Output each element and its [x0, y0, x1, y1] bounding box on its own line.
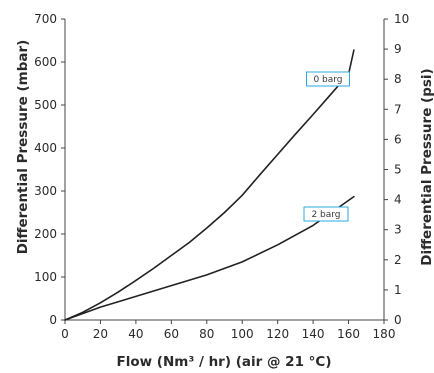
annotations: 0 barg 2 barg	[303, 71, 350, 222]
y-axis-label: Differential Pressure (mbar)	[15, 40, 31, 255]
series-label-box	[303, 206, 349, 222]
series-label-box	[306, 71, 350, 87]
x-tick-label: 180	[373, 327, 396, 341]
x-tick-label: 60	[164, 327, 179, 341]
axes	[64, 19, 385, 321]
series-line-zero-barg	[64, 49, 355, 321]
y-tick-label: 100	[34, 270, 57, 284]
series-label: 0 barg	[313, 75, 342, 85]
y2-tick-label: 6	[394, 132, 402, 146]
series-group	[64, 49, 355, 321]
y2-tick-label: 7	[394, 102, 402, 116]
y2-tick-label: 5	[394, 163, 402, 177]
series-label: 2 barg	[311, 210, 340, 220]
y2-tick-label: 4	[394, 193, 402, 207]
y-tick-label: 300	[34, 184, 57, 198]
y2-axis-label: Differential Pressure (psi)	[419, 68, 434, 265]
y2-tick-label: 8	[394, 72, 402, 86]
tick-group: 0 20 40 60 80 100 120 140 160 1800100200300400500…	[34, 12, 409, 341]
y-tick-label: 0	[49, 313, 57, 327]
x-tick-label: 0	[61, 327, 69, 341]
x-tick-label: 140	[302, 327, 325, 341]
y2-tick-label: 10	[394, 12, 409, 26]
x-tick-label: 160	[337, 327, 360, 341]
y-tick-label: 700	[34, 12, 57, 26]
x-tick-label: 80	[199, 327, 214, 341]
y2-tick-label: 2	[394, 253, 402, 267]
x-tick-label: 40	[128, 327, 143, 341]
y2-tick-label: 3	[394, 223, 402, 237]
y-tick-label: 400	[34, 141, 57, 155]
y2-tick-label: 1	[394, 283, 402, 297]
y2-tick-label: 9	[394, 42, 402, 56]
y2-tick-label: 0	[394, 313, 402, 327]
y-tick-label: 200	[34, 227, 57, 241]
y-tick-label: 500	[34, 98, 57, 112]
x-tick-label: 20	[93, 327, 108, 341]
x-tick-label: 120	[266, 327, 289, 341]
x-tick-label: 100	[231, 327, 254, 341]
y-tick-label: 600	[34, 55, 57, 69]
x-axis-label: Flow (Nm³ / hr) (air @ 21 °C)	[117, 354, 332, 370]
series-line-two-barg	[64, 195, 355, 321]
